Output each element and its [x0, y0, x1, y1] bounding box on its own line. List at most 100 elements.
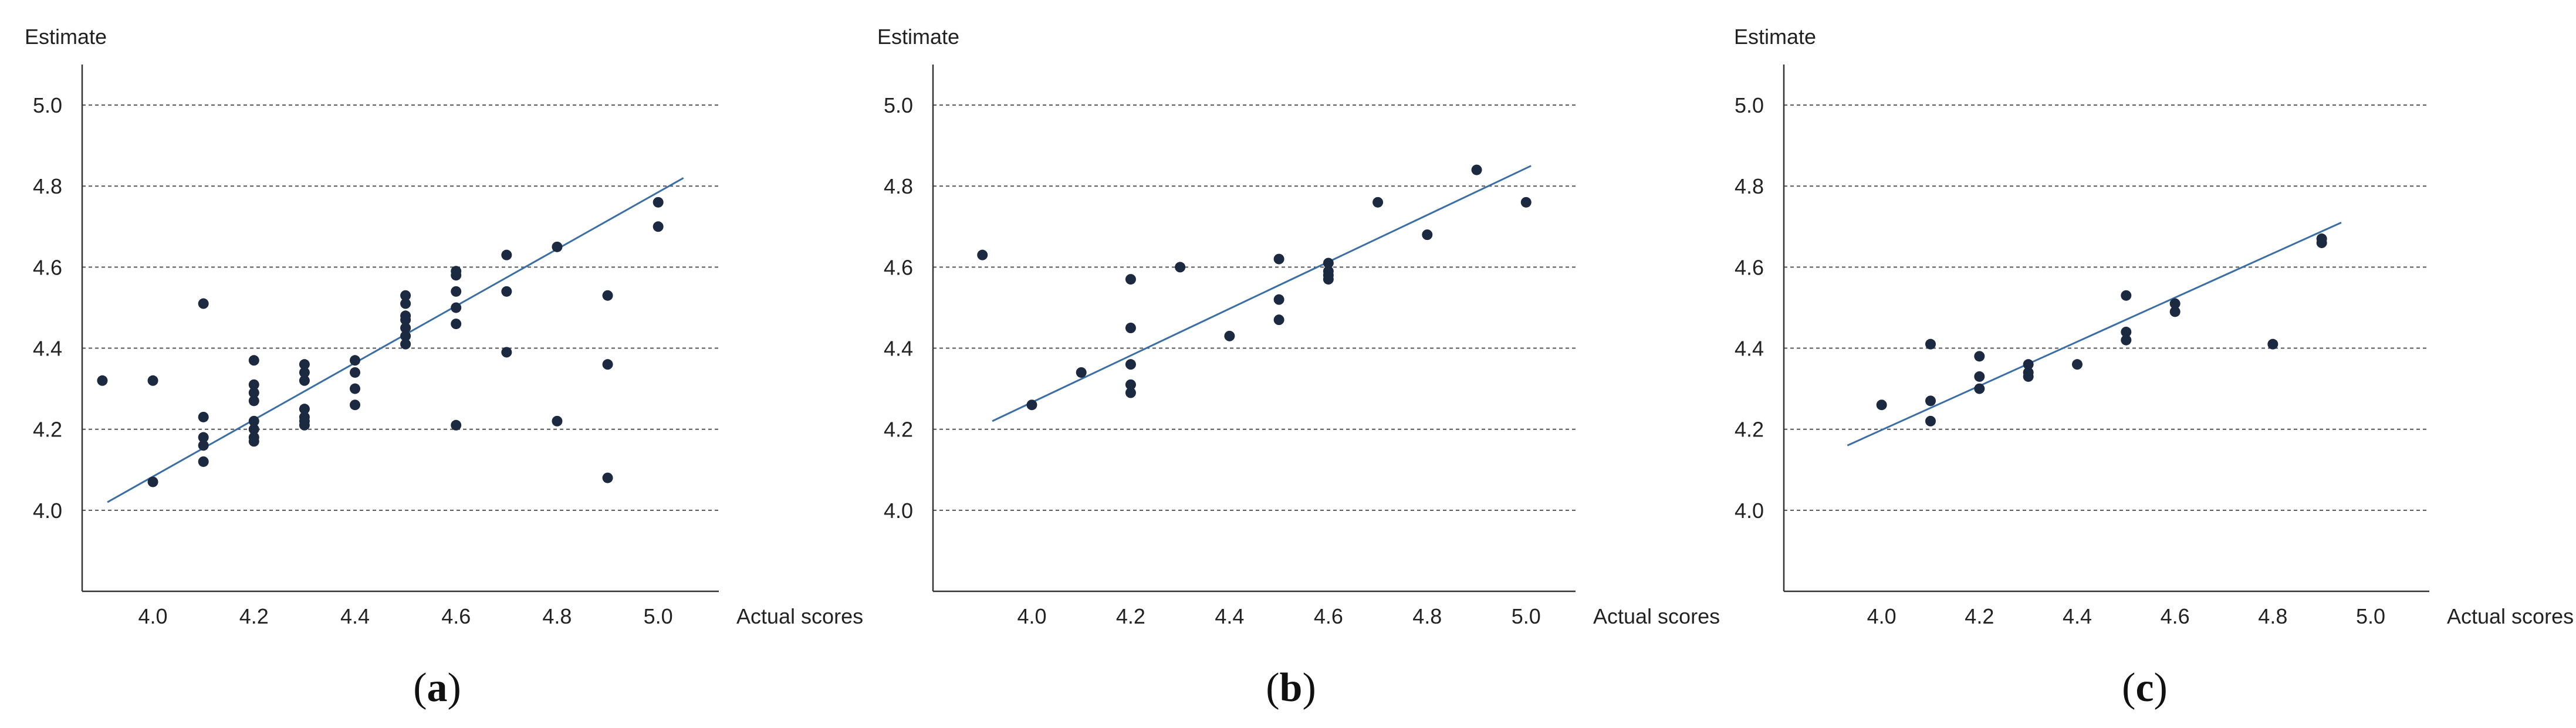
y-tick-label: 4.2: [884, 418, 913, 442]
y-tick-label: 4.8: [884, 174, 913, 198]
x-tick-label: 4.8: [2258, 604, 2287, 628]
data-point: [501, 286, 512, 297]
x-axis-title: Actual scores: [2447, 604, 2574, 628]
data-point: [1974, 383, 1985, 394]
data-point: [2169, 298, 2181, 309]
data-point: [400, 290, 411, 301]
y-tick-label: 4.0: [33, 499, 62, 523]
fit-line: [992, 165, 1532, 422]
data-point: [400, 330, 411, 341]
x-tick-label: 4.6: [441, 604, 471, 628]
data-point: [1026, 399, 1037, 411]
data-point: [248, 355, 259, 366]
data-point: [1323, 274, 1334, 285]
data-point: [400, 338, 411, 350]
data-point: [299, 359, 310, 370]
y-tick-label: 4.4: [33, 337, 62, 361]
x-tick-label: 4.2: [1116, 604, 1145, 628]
data-point: [1974, 351, 1985, 362]
x-tick-label: 4.4: [1215, 604, 1244, 628]
data-point: [1125, 323, 1136, 333]
y-tick-label: 4.4: [1735, 337, 1764, 361]
data-point: [248, 424, 259, 435]
data-point: [602, 359, 613, 370]
y-tick-label: 4.0: [884, 499, 913, 523]
data-point: [1471, 164, 1482, 175]
data-point: [1175, 262, 1186, 273]
data-point: [1520, 197, 1532, 208]
y-tick-label: 5.0: [1735, 93, 1764, 117]
data-point: [1925, 415, 1936, 426]
data-point: [2121, 326, 2132, 337]
fit-line: [1847, 222, 2342, 446]
data-point: [350, 399, 360, 411]
x-tick-label: 5.0: [2356, 604, 2385, 628]
data-point: [1974, 371, 1985, 382]
y-tick-label: 4.2: [33, 418, 62, 442]
data-point: [602, 290, 613, 301]
data-point: [299, 375, 310, 386]
x-tick-label: 4.2: [239, 604, 269, 628]
data-point: [350, 367, 360, 378]
x-tick-label: 5.0: [1512, 604, 1541, 628]
x-tick-label: 4.2: [1965, 604, 1994, 628]
data-point: [299, 404, 310, 415]
data-point: [653, 197, 664, 208]
data-point: [1273, 253, 1284, 265]
x-tick-label: 4.6: [2161, 604, 2190, 628]
data-point: [2121, 334, 2132, 346]
data-point: [299, 419, 310, 431]
fit-line: [107, 177, 684, 503]
data-point: [602, 472, 613, 483]
y-tick-label: 4.8: [33, 174, 62, 198]
x-tick-label: 4.0: [1867, 604, 1896, 628]
panel-label: (b): [1266, 665, 1316, 710]
data-point: [1422, 229, 1433, 241]
y-tick-label: 4.4: [884, 337, 913, 361]
y-axis-title: Estimate: [1734, 25, 1816, 49]
data-point: [1876, 399, 1887, 411]
data-point: [2169, 306, 2181, 317]
y-tick-label: 4.6: [1735, 255, 1764, 279]
data-point: [1125, 387, 1136, 398]
data-point: [2023, 371, 2034, 382]
y-tick-label: 4.6: [884, 255, 913, 279]
data-point: [400, 298, 411, 309]
data-point: [2121, 290, 2132, 301]
data-point: [1076, 367, 1087, 378]
x-tick-label: 4.0: [138, 604, 168, 628]
data-point: [198, 440, 209, 451]
data-point: [248, 436, 259, 447]
panel-label: (c): [2122, 665, 2168, 710]
data-point: [1125, 274, 1136, 285]
data-point: [147, 476, 158, 487]
x-tick-label: 4.0: [1017, 604, 1046, 628]
data-point: [451, 286, 462, 297]
data-point: [248, 379, 259, 390]
panel-label: (a): [413, 665, 461, 710]
data-point: [198, 298, 209, 309]
data-point: [299, 367, 310, 378]
panel-c: 4.0 4.2 4.4 4.6 4.8 5.0 4.0 4.2 4.4 4.6 4.8 5.0 Esti…: [1734, 25, 2574, 710]
data-point: [198, 411, 209, 422]
data-point: [1273, 314, 1284, 326]
data-point: [2072, 359, 2083, 370]
y-tick-label: 4.6: [33, 255, 62, 279]
data-point: [198, 456, 209, 467]
data-point: [350, 355, 360, 366]
data-point: [451, 419, 462, 431]
x-tick-label: 4.6: [1314, 604, 1343, 628]
y-tick-label: 4.8: [1735, 174, 1764, 198]
data-point: [1125, 379, 1136, 390]
y-tick-label: 5.0: [33, 93, 62, 117]
x-tick-label: 4.8: [1412, 604, 1442, 628]
data-point: [248, 387, 259, 398]
data-point: [97, 375, 108, 386]
x-tick-label: 4.8: [542, 604, 572, 628]
data-point: [977, 249, 988, 260]
data-point: [451, 270, 462, 281]
x-tick-label: 4.4: [2063, 604, 2092, 628]
x-tick-label: 4.4: [340, 604, 370, 628]
panel-a: 4.0 4.2 4.4 4.6 4.8 5.0 4.0 4.2 4.4 4.6 4.8 5.0 Esti…: [25, 25, 863, 710]
y-axis-title: Estimate: [877, 25, 959, 49]
